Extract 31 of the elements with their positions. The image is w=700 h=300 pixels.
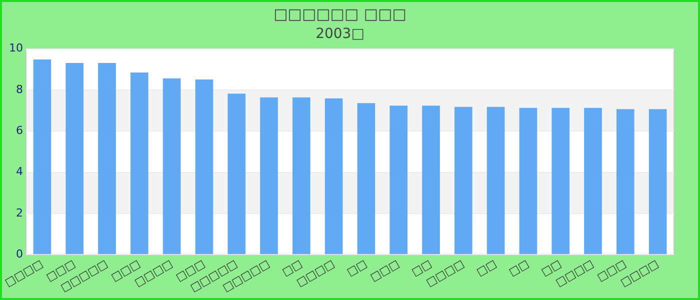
y-tick-label: 2 <box>16 206 23 220</box>
bar <box>519 108 538 254</box>
bar <box>648 109 667 254</box>
bar <box>422 106 440 254</box>
bar <box>292 97 310 254</box>
bar <box>357 103 376 254</box>
bar <box>195 79 214 254</box>
bar <box>260 97 278 254</box>
y-tick-label: 10 <box>8 42 23 55</box>
bar <box>33 60 52 254</box>
y-tick-label: 4 <box>16 165 23 178</box>
bar <box>324 98 343 254</box>
bar <box>130 72 148 254</box>
bar <box>616 109 634 254</box>
bar <box>66 63 84 254</box>
bar <box>162 78 181 254</box>
bar <box>552 108 570 254</box>
chart-title: □□□□□□ □□□ <box>274 4 406 23</box>
y-tick-label: 0 <box>16 247 23 260</box>
bar <box>486 106 505 254</box>
bar <box>454 106 472 254</box>
bar <box>98 63 116 254</box>
bar <box>584 108 602 254</box>
y-tick-label: 6 <box>16 124 23 137</box>
y-tick-label: 8 <box>16 82 23 96</box>
x-tick-label: □□ <box>344 257 370 279</box>
x-tick-label: □□ <box>474 257 499 279</box>
bar <box>390 106 408 254</box>
chart-subtitle: 2003□ <box>316 26 364 42</box>
bar <box>228 94 246 254</box>
x-tick-label: □□ <box>506 257 532 279</box>
